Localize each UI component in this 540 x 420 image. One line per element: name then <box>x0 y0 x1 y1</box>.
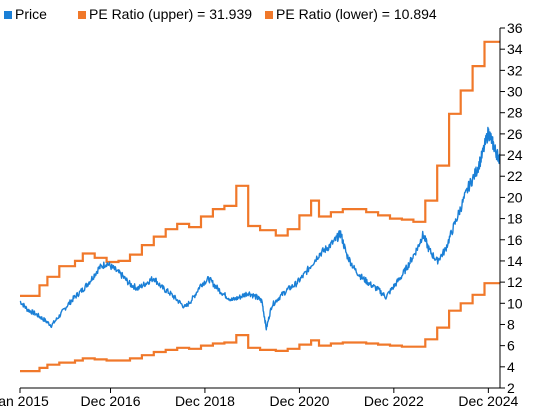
axes-layer: 24681012141618202224262830323436Jan 2015… <box>0 20 523 409</box>
legend-item-price: Price <box>4 6 47 22</box>
y-tick-label: 2 <box>507 380 515 396</box>
y-tick-label: 12 <box>507 274 523 290</box>
y-tick-label: 18 <box>507 211 523 227</box>
series-line-price <box>19 126 501 331</box>
legend-swatch-pe-lower <box>265 11 273 19</box>
legend-label-pe-lower: PE Ratio (lower) = 10.894 <box>276 6 437 22</box>
y-tick-label: 28 <box>507 105 523 121</box>
y-tick-label: 22 <box>507 168 523 184</box>
y-tick-label: 34 <box>507 41 523 57</box>
legend-item-pe-lower: PE Ratio (lower) = 10.894 <box>265 6 437 22</box>
chart-legend: Price PE Ratio (upper) = 31.939 PE Ratio… <box>4 6 437 22</box>
series-line-pe-ratio-lower <box>20 282 500 373</box>
legend-item-pe-upper: PE Ratio (upper) = 31.939 <box>78 6 252 22</box>
y-tick-label: 32 <box>507 62 523 78</box>
legend-swatch-pe-upper <box>78 11 86 19</box>
y-tick-label: 36 <box>507 20 523 36</box>
x-tick-label: Dec 2018 <box>175 393 235 409</box>
y-tick-label: 10 <box>507 295 523 311</box>
y-tick-label: 20 <box>507 189 523 205</box>
legend-swatch-price <box>4 11 12 19</box>
series-line-pe-ratio-upper <box>20 40 500 297</box>
x-tick-label: Dec 2024 <box>458 393 518 409</box>
legend-label-pe-upper: PE Ratio (upper) = 31.939 <box>89 6 252 22</box>
y-tick-label: 24 <box>507 147 523 163</box>
x-tick-label: Dec 2020 <box>269 393 329 409</box>
y-tick-label: 8 <box>507 316 515 332</box>
y-tick-label: 6 <box>507 338 515 354</box>
legend-label-price: Price <box>15 6 47 22</box>
y-tick-label: 30 <box>507 84 523 100</box>
y-tick-label: 4 <box>507 359 515 375</box>
x-tick-label: Dec 2022 <box>364 393 424 409</box>
x-tick-label: Jan 2015 <box>0 393 49 409</box>
y-tick-label: 14 <box>507 253 523 269</box>
series-layer <box>19 40 501 373</box>
y-tick-label: 26 <box>507 126 523 142</box>
x-tick-label: Dec 2016 <box>81 393 141 409</box>
y-tick-label: 16 <box>507 232 523 248</box>
